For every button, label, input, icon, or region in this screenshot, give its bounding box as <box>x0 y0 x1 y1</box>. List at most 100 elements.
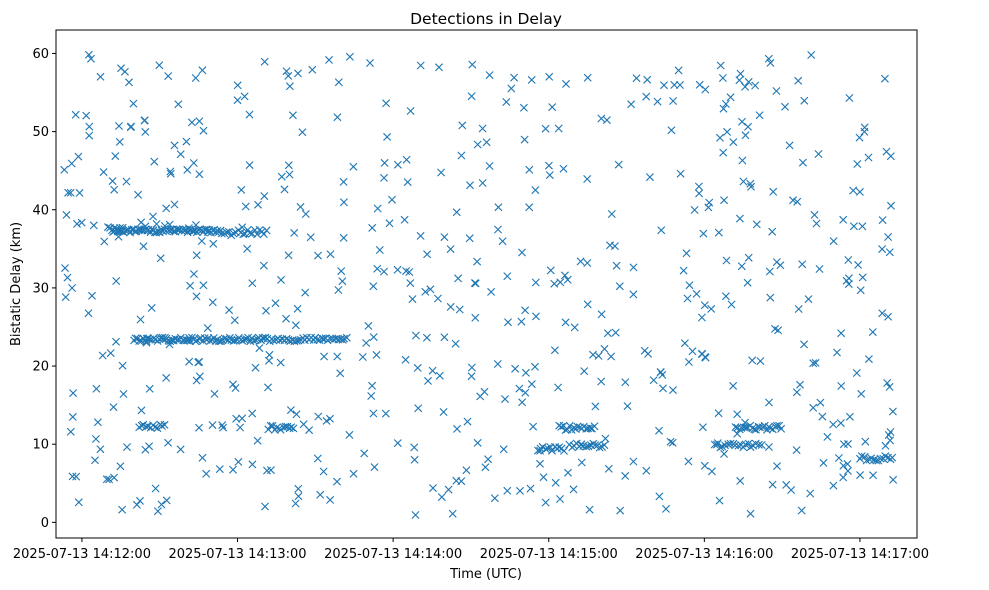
detection-point <box>457 477 466 486</box>
detection-point <box>158 421 166 430</box>
detection-point <box>462 466 471 475</box>
detection-point <box>362 339 371 347</box>
detection-point <box>410 443 419 452</box>
detection-point <box>726 439 735 448</box>
detection-point <box>145 384 154 393</box>
detection-point <box>360 449 369 458</box>
detection-point <box>264 383 272 392</box>
detection-point <box>383 132 392 141</box>
detection-point <box>208 421 217 430</box>
detection-point <box>337 267 346 276</box>
detection-point <box>208 298 217 307</box>
detection-point <box>284 71 293 80</box>
detection-point <box>772 87 781 95</box>
detection-point <box>804 295 813 304</box>
detection-point <box>291 499 300 508</box>
detection-point <box>649 376 658 385</box>
detection-point <box>839 440 848 449</box>
detection-point <box>682 249 691 258</box>
detection-point <box>541 124 550 133</box>
detection-point <box>503 272 512 281</box>
detection-point <box>66 188 75 197</box>
detection-point <box>316 490 325 499</box>
detection-point <box>632 74 641 83</box>
detection-point <box>856 471 865 480</box>
detection-point <box>333 477 341 486</box>
detection-point <box>868 328 877 337</box>
detection-point <box>73 219 81 228</box>
detection-point <box>844 256 853 264</box>
detection-point <box>294 484 303 493</box>
detection-point <box>132 500 141 509</box>
detection-point <box>719 104 728 113</box>
detection-point <box>845 94 854 102</box>
detection-point <box>290 228 299 237</box>
detection-point <box>345 52 354 61</box>
detection-point <box>157 500 166 509</box>
detection-point <box>84 309 93 318</box>
detection-point <box>590 422 599 431</box>
detection-point <box>165 340 174 349</box>
detection-point <box>748 356 757 365</box>
detection-point <box>837 329 846 338</box>
detection-point <box>885 382 894 391</box>
detection-point <box>662 504 670 513</box>
detection-point <box>266 466 275 475</box>
detection-point <box>155 61 164 70</box>
detection-point <box>66 427 75 436</box>
detection-point <box>122 177 131 186</box>
detection-point <box>806 489 815 498</box>
detection-point <box>262 306 270 315</box>
detection-point <box>74 498 83 507</box>
detection-point <box>301 288 310 297</box>
detection-point <box>545 171 554 180</box>
detection-point <box>798 260 807 269</box>
detection-point <box>162 373 171 382</box>
detection-point <box>272 423 281 432</box>
detection-point <box>585 505 594 514</box>
x-tick-label: 2025-07-13 14:12:00 <box>13 547 151 562</box>
detection-point <box>429 484 437 493</box>
detection-point <box>160 420 169 429</box>
detection-point <box>153 507 162 516</box>
detection-point <box>545 72 554 81</box>
detection-point <box>794 76 803 85</box>
detection-point <box>560 271 569 280</box>
detection-point <box>63 273 72 282</box>
detection-point <box>285 170 294 179</box>
detection-point <box>123 443 131 452</box>
detection-point <box>601 434 610 443</box>
detection-point <box>659 384 667 393</box>
detection-point <box>503 486 512 495</box>
detection-point <box>536 459 544 468</box>
detection-point <box>268 422 277 430</box>
detection-point <box>800 96 809 105</box>
detection-point <box>882 147 891 156</box>
detection-point <box>580 367 589 376</box>
detection-point <box>393 160 402 169</box>
detection-point <box>294 69 302 78</box>
detection-point <box>714 228 723 237</box>
detection-point <box>453 424 461 433</box>
detection-point <box>96 72 105 81</box>
detection-point <box>481 463 490 472</box>
detection-point <box>657 226 666 235</box>
detection-point <box>843 460 852 468</box>
detection-point <box>364 321 373 330</box>
detection-point <box>811 358 820 367</box>
detection-point <box>61 293 70 302</box>
detection-point <box>510 73 519 82</box>
detection-point <box>855 133 864 142</box>
detection-point <box>369 409 378 418</box>
detection-point <box>142 338 151 347</box>
detection-point <box>369 333 378 342</box>
detection-point <box>170 141 179 150</box>
detection-point <box>280 185 289 194</box>
detection-point <box>627 100 636 109</box>
y-axis: 0 10 20 30 40 50 60 <box>32 47 56 531</box>
detection-point <box>849 222 858 231</box>
detection-point <box>744 77 753 86</box>
detection-point <box>452 208 461 217</box>
detection-point <box>358 353 367 361</box>
detection-point <box>837 382 846 390</box>
